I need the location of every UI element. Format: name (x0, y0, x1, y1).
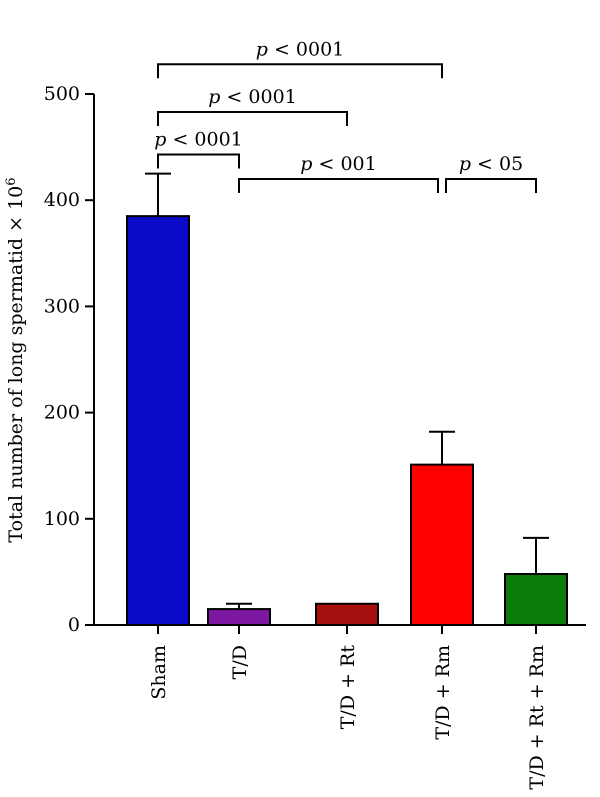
x-category-label: T/D (229, 645, 251, 679)
significance-label: p < 0001 (256, 38, 345, 60)
significance-bracket (157, 153, 240, 169)
significance-bracket (157, 63, 443, 79)
significance-label: p < 0001 (208, 86, 297, 108)
x-category-label: T/D + Rm (432, 645, 454, 740)
x-axis: Sham T/D T/D + Rt T/D + Rm T/D + Rt + Rm (94, 624, 586, 790)
bar (207, 608, 271, 627)
significance-bracket (157, 111, 348, 127)
significance-label: p < 0001 (154, 129, 243, 151)
significance-label: p < 001 (300, 153, 376, 175)
y-axis-label: Total number of long spermatid × 106 (4, 177, 28, 542)
y-tick-label: 300 (44, 295, 80, 317)
y-axis: 0 100 200 300 400 500 (44, 83, 95, 636)
bar (315, 602, 379, 627)
bar (126, 215, 190, 626)
significance-bracket (445, 177, 537, 193)
error-bars (145, 172, 549, 610)
bar (504, 573, 568, 626)
x-category-label: Sham (148, 645, 170, 700)
y-tick-label: 0 (68, 614, 80, 636)
x-category-label: T/D + Rt + Rm (526, 645, 548, 790)
y-axis-label-superscript: 6 (4, 177, 19, 185)
significance-bracket (238, 177, 439, 193)
y-tick-label: 500 (44, 83, 80, 105)
bar (410, 463, 474, 626)
significance-label: p < 05 (459, 153, 523, 175)
x-category-label: T/D + Rt (337, 645, 359, 730)
y-tick-label: 200 (44, 402, 80, 424)
y-axis-label-text: Total number of long spermatid × 10 (5, 186, 27, 543)
y-tick-label: 100 (44, 508, 80, 530)
bars (126, 215, 568, 627)
y-tick-label: 400 (44, 189, 80, 211)
